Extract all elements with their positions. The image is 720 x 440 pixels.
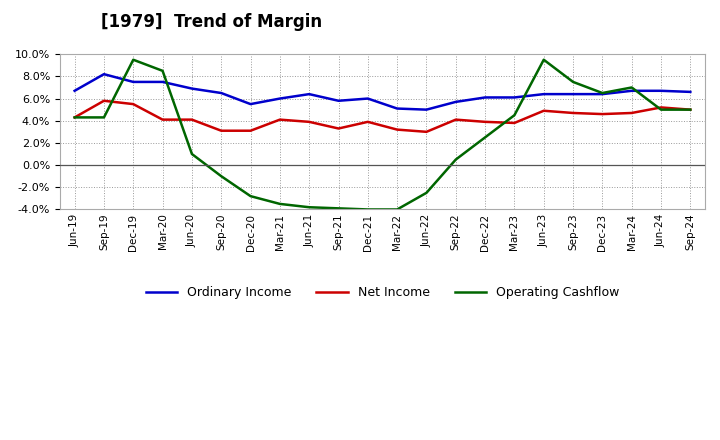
Operating Cashflow — [364, 207, 372, 212]
Ordinary Income — [422, 107, 431, 112]
Ordinary Income — [129, 79, 138, 84]
Net Income — [364, 119, 372, 125]
Net Income — [188, 117, 197, 122]
Operating Cashflow — [334, 206, 343, 211]
Operating Cashflow — [451, 157, 460, 162]
Net Income — [393, 127, 402, 132]
Operating Cashflow — [129, 57, 138, 62]
Ordinary Income — [158, 79, 167, 84]
Net Income — [334, 126, 343, 131]
Ordinary Income — [99, 72, 108, 77]
Ordinary Income — [627, 88, 636, 93]
Net Income — [539, 108, 548, 114]
Line: Ordinary Income: Ordinary Income — [75, 74, 690, 110]
Operating Cashflow — [481, 135, 490, 140]
Operating Cashflow — [510, 113, 518, 118]
Net Income — [99, 98, 108, 103]
Net Income — [305, 119, 313, 125]
Ordinary Income — [481, 95, 490, 100]
Ordinary Income — [686, 89, 695, 95]
Ordinary Income — [364, 96, 372, 101]
Ordinary Income — [393, 106, 402, 111]
Net Income — [686, 107, 695, 112]
Net Income — [510, 120, 518, 125]
Ordinary Income — [598, 92, 607, 97]
Ordinary Income — [334, 98, 343, 103]
Operating Cashflow — [422, 190, 431, 195]
Line: Net Income: Net Income — [75, 101, 690, 132]
Net Income — [129, 102, 138, 107]
Net Income — [246, 128, 255, 133]
Operating Cashflow — [158, 68, 167, 73]
Net Income — [569, 110, 577, 116]
Text: [1979]  Trend of Margin: [1979] Trend of Margin — [101, 13, 322, 31]
Operating Cashflow — [246, 194, 255, 199]
Operating Cashflow — [657, 107, 665, 112]
Ordinary Income — [217, 90, 225, 95]
Ordinary Income — [276, 96, 284, 101]
Ordinary Income — [246, 102, 255, 107]
Net Income — [217, 128, 225, 133]
Operating Cashflow — [99, 115, 108, 120]
Ordinary Income — [305, 92, 313, 97]
Ordinary Income — [539, 92, 548, 97]
Operating Cashflow — [217, 173, 225, 179]
Net Income — [598, 111, 607, 117]
Operating Cashflow — [276, 201, 284, 206]
Net Income — [158, 117, 167, 122]
Line: Operating Cashflow: Operating Cashflow — [75, 60, 690, 209]
Ordinary Income — [451, 99, 460, 105]
Ordinary Income — [188, 86, 197, 91]
Operating Cashflow — [71, 115, 79, 120]
Ordinary Income — [71, 88, 79, 93]
Operating Cashflow — [539, 57, 548, 62]
Net Income — [627, 110, 636, 116]
Net Income — [276, 117, 284, 122]
Operating Cashflow — [686, 107, 695, 112]
Ordinary Income — [510, 95, 518, 100]
Legend: Ordinary Income, Net Income, Operating Cashflow: Ordinary Income, Net Income, Operating C… — [140, 281, 624, 304]
Net Income — [451, 117, 460, 122]
Operating Cashflow — [598, 90, 607, 95]
Operating Cashflow — [393, 207, 402, 212]
Operating Cashflow — [627, 85, 636, 90]
Net Income — [422, 129, 431, 135]
Net Income — [481, 119, 490, 125]
Net Income — [657, 105, 665, 110]
Operating Cashflow — [305, 205, 313, 210]
Ordinary Income — [569, 92, 577, 97]
Operating Cashflow — [569, 79, 577, 84]
Net Income — [71, 115, 79, 120]
Operating Cashflow — [188, 151, 197, 157]
Ordinary Income — [657, 88, 665, 93]
